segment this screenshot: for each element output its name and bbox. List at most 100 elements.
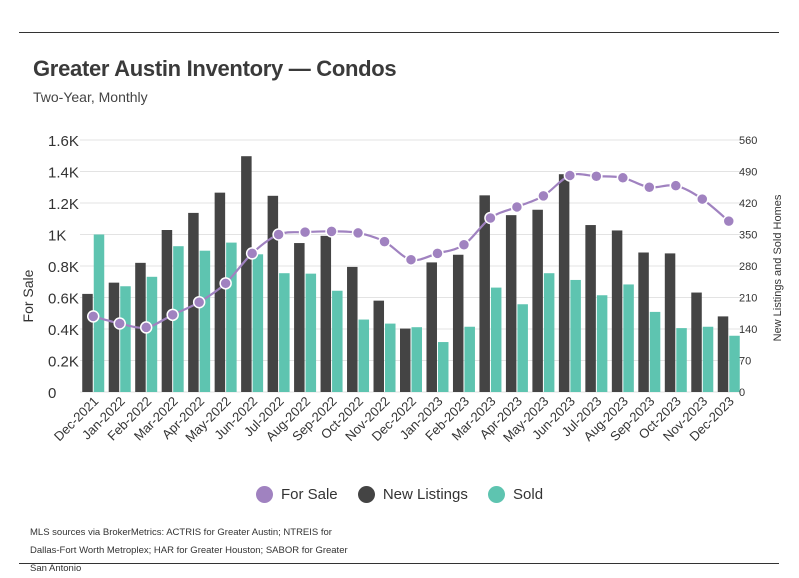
for-sale-point	[643, 181, 656, 194]
for-sale-point	[616, 171, 630, 185]
page-subtitle: Two-Year, Monthly	[33, 89, 148, 105]
for-sale-point	[245, 247, 259, 260]
for-sale-point	[378, 235, 391, 248]
y-right-tick-label: 210	[739, 293, 757, 305]
for-sale-point	[219, 277, 232, 290]
sold-bar	[146, 276, 158, 392]
for-sale-point	[431, 247, 444, 260]
sold-bar	[93, 234, 105, 392]
new-listings-bar	[347, 266, 358, 392]
for-sale-point	[696, 192, 709, 206]
new-listings-bar	[294, 243, 305, 392]
y-right-tick-label: 140	[739, 324, 757, 336]
new-listings-bar	[611, 230, 623, 392]
new-listings-bar	[452, 254, 464, 392]
y-axis-right-label: New Listings and Sold Homes	[772, 194, 784, 342]
y-right-tick-label: 420	[739, 198, 757, 210]
sold-bar	[199, 250, 211, 392]
for-sale-point	[139, 321, 153, 334]
y-right-tick-label: 490	[739, 167, 757, 179]
sold-bar	[570, 279, 581, 392]
for-sale-point	[166, 308, 179, 322]
source-note: MLS sources via BrokerMetrics: ACTRIS fo…	[30, 527, 348, 574]
sold-bar	[279, 273, 290, 392]
new-listings-bar	[320, 235, 332, 392]
legend-item-new-listings: New Listings	[357, 486, 468, 503]
legend-sold-dot-icon	[488, 486, 506, 503]
sold-bar	[649, 311, 661, 392]
chart: 0 0 0.2K 70 0.4K 140 0.6K 210 0.8K 280 1K 350 1.2K 42…	[48, 133, 757, 445]
for-sale-point	[325, 225, 338, 238]
sold-bar	[332, 290, 343, 392]
for-sale-point	[457, 238, 471, 251]
y-left-tick-label: 0.4K	[48, 322, 79, 339]
legend-new-listings-dot-icon	[357, 486, 375, 503]
sold-bar	[252, 254, 264, 392]
legend-for-sale-label: For Sale	[280, 486, 338, 503]
new-listings-bar	[638, 252, 649, 392]
for-sale-point	[484, 211, 497, 225]
new-listings-bar	[214, 192, 226, 392]
for-sale-point	[669, 179, 683, 192]
y-right-tick-label: 0	[739, 387, 745, 399]
sold-bar	[543, 273, 555, 392]
for-sale-point	[86, 310, 100, 323]
new-listings-bar	[241, 156, 252, 392]
legend-item-for-sale: For Sale	[255, 486, 338, 503]
legend-for-sale-dot-icon	[255, 486, 273, 503]
new-listings-bar	[505, 215, 517, 392]
for-sale-point	[404, 253, 418, 266]
for-sale-point	[537, 189, 550, 203]
for-sale-point	[510, 200, 524, 214]
sold-bar	[596, 295, 608, 392]
new-listings-bar	[267, 195, 279, 392]
for-sale-point	[590, 169, 603, 183]
y-left-tick-label: 1K	[48, 228, 66, 245]
legend: For Sale New Listings Sold	[0, 486, 799, 507]
sold-bar	[623, 284, 634, 392]
legend-item-sold: Sold	[488, 486, 543, 503]
y-left-tick-label: 0.8K	[48, 259, 79, 276]
new-listings-bar	[108, 282, 120, 392]
sold-bar	[437, 342, 449, 392]
sold-bar	[385, 323, 396, 392]
sold-bar	[517, 304, 528, 392]
page-title: Greater Austin Inventory — Condos	[33, 56, 397, 81]
for-sale-line	[86, 169, 736, 334]
bottom-rule	[19, 563, 779, 564]
sold-bar	[490, 287, 502, 392]
sold-bar	[305, 273, 317, 392]
new-listings-bar	[373, 300, 385, 392]
y-right-tick-label: 280	[739, 261, 757, 273]
sold-bar	[676, 328, 687, 392]
sold-bar	[729, 335, 740, 392]
new-listings-bar	[717, 316, 729, 392]
new-listings-bar	[664, 253, 676, 392]
for-sale-point	[192, 295, 206, 309]
new-listings-bar	[558, 174, 570, 392]
for-sale-point	[272, 228, 285, 241]
for-sale-point	[722, 214, 736, 228]
y-right-tick-label: 560	[739, 135, 757, 147]
new-listings-bar	[585, 225, 596, 392]
sold-bar	[411, 327, 422, 392]
new-listings-bar	[691, 292, 702, 392]
y-right-tick-label: 350	[739, 230, 757, 242]
for-sale-point	[351, 226, 365, 240]
for-sale-point	[113, 317, 126, 330]
legend-new-listings-label: New Listings	[382, 486, 468, 503]
bars	[82, 156, 740, 392]
y-right-tick-label: 70	[739, 356, 751, 368]
legend-sold-label: Sold	[513, 486, 544, 503]
y-left-tick-label: 0	[48, 385, 56, 402]
new-listings-bar	[82, 293, 93, 392]
sold-bar	[120, 286, 131, 392]
new-listings-bar	[532, 209, 543, 392]
new-listings-bar	[400, 328, 411, 392]
y-left-tick-label: 0.2K	[48, 354, 79, 371]
y-left-tick-label: 1.2K	[48, 196, 79, 213]
new-listings-bar	[479, 195, 490, 392]
y-axis-left-label: For Sale	[20, 269, 36, 323]
new-listings-bar	[161, 230, 173, 392]
sold-bar	[226, 242, 237, 392]
